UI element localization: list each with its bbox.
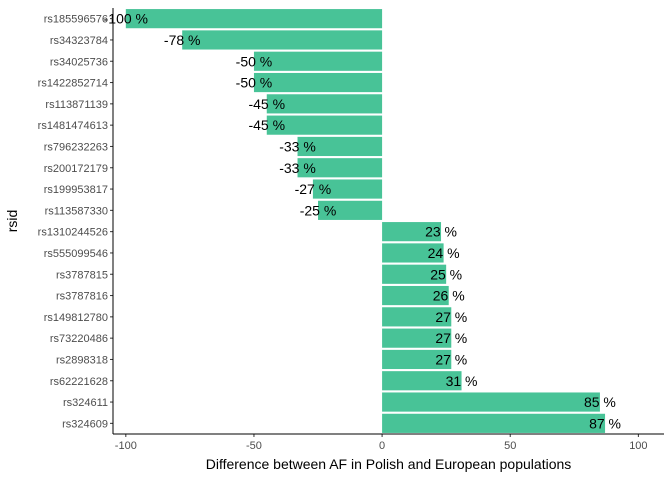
bar-rs113587330: [318, 200, 383, 220]
y-tick-label-rs73220486: rs73220486: [50, 333, 108, 345]
value-label-rs3787816: 26 %: [433, 288, 465, 304]
bar-rs2898318: [382, 349, 452, 370]
bar-rs200172179: [297, 158, 383, 178]
bar-rs113871139: [266, 94, 383, 114]
x-tick-label: -100: [115, 440, 137, 452]
bar-rs3787816: [382, 285, 449, 306]
value-label-rs324609: 87 %: [589, 415, 621, 431]
bar-rs73220486: [382, 328, 452, 348]
x-tick-label: 0: [379, 440, 385, 452]
value-label-rs555099546: 24 %: [428, 245, 460, 261]
value-label-rs1481474613: -45 %: [248, 117, 285, 133]
bar-rs62221628: [382, 371, 462, 391]
bar-rs199953817: [312, 179, 383, 199]
value-label-rs1422852714: -50 %: [236, 75, 273, 91]
y-tick-label-rs324609: rs324609: [62, 418, 108, 430]
value-label-rs149812780: 27 %: [435, 309, 467, 325]
y-tick-label-rs185596576: rs185596576: [44, 14, 108, 26]
value-label-rs324611: 85 %: [584, 394, 616, 410]
value-label-rs1310244526: 23 %: [425, 224, 457, 240]
bar-rs555099546: [382, 243, 444, 263]
y-tick-label-rs113871139: rs113871139: [45, 99, 108, 111]
bar-rs3787815: [382, 264, 447, 284]
value-label-rs34323784: -78 %: [164, 32, 201, 48]
y-axis-title: rsid: [4, 210, 20, 233]
y-tick-label-rs1481474613: rs1481474613: [38, 120, 108, 132]
value-label-rs185596576: -100 %: [104, 11, 148, 27]
y-axis-ticks: rs185596576 rs34323784 rs34025736 rs1422852…: [38, 14, 113, 430]
y-tick-label-rs796232263: rs796232263: [44, 141, 108, 153]
x-tick-label: -50: [246, 440, 262, 452]
bar-rs34323784: [182, 30, 383, 50]
x-tick-label: 50: [504, 440, 516, 452]
y-tick-label-rs34323784: rs34323784: [50, 35, 108, 47]
y-tick-label-rs113587330: rs113587330: [45, 205, 108, 217]
value-label-rs113871139: -45 %: [248, 96, 285, 112]
bar-rs34025736: [253, 51, 383, 71]
value-label-rs796232263: -33 %: [279, 138, 316, 154]
y-tick-label-rs2898318: rs2898318: [56, 354, 108, 366]
bar-rs324609: [382, 413, 606, 433]
y-tick-label-rs1422852714: rs1422852714: [38, 78, 108, 90]
y-tick-label-rs3787815: rs3787815: [56, 269, 108, 281]
bar-rs1310244526: [382, 222, 442, 242]
y-tick-label-rs3787816: rs3787816: [56, 291, 108, 303]
y-tick-label-rs324611: rs324611: [63, 397, 108, 409]
y-tick-label-rs62221628: rs62221628: [50, 376, 108, 388]
y-tick-label-rs200172179: rs200172179: [44, 163, 108, 175]
value-label-rs199953817: -27 %: [295, 181, 332, 197]
x-axis-title: Difference between AF in Polish and Euro…: [206, 456, 572, 472]
y-tick-label-rs555099546: rs555099546: [44, 248, 108, 260]
y-tick-label-rs149812780: rs149812780: [44, 312, 108, 324]
bar-rs796232263: [297, 136, 383, 157]
y-tick-label-rs34025736: rs34025736: [50, 56, 108, 68]
value-label-rs113587330: -25 %: [300, 202, 337, 218]
bar-rs1422852714: [253, 72, 383, 93]
value-labels-group: -100 % -78 % -50 % -50 % -45 % -45 % -33 % -33 …: [104, 11, 621, 432]
bar-rs324611: [382, 392, 600, 412]
x-tick-label: 100: [629, 440, 647, 452]
y-tick-label-rs199953817: rs199953817: [44, 184, 108, 196]
value-label-rs73220486: 27 %: [435, 330, 467, 346]
bar-rs149812780: [382, 307, 452, 327]
value-label-rs62221628: 31 %: [446, 373, 478, 389]
value-label-rs3787815: 25 %: [430, 266, 462, 282]
bar-rs185596576: [125, 9, 383, 29]
value-label-rs200172179: -33 %: [279, 160, 316, 176]
bars-group: [125, 9, 606, 433]
value-label-rs34025736: -50 %: [236, 53, 273, 69]
y-tick-label-rs1310244526: rs1310244526: [38, 227, 108, 239]
value-label-rs2898318: 27 %: [435, 351, 467, 367]
bar-rs1481474613: [266, 115, 383, 135]
x-axis-ticks: -100 -50 0 50 100: [115, 434, 648, 452]
